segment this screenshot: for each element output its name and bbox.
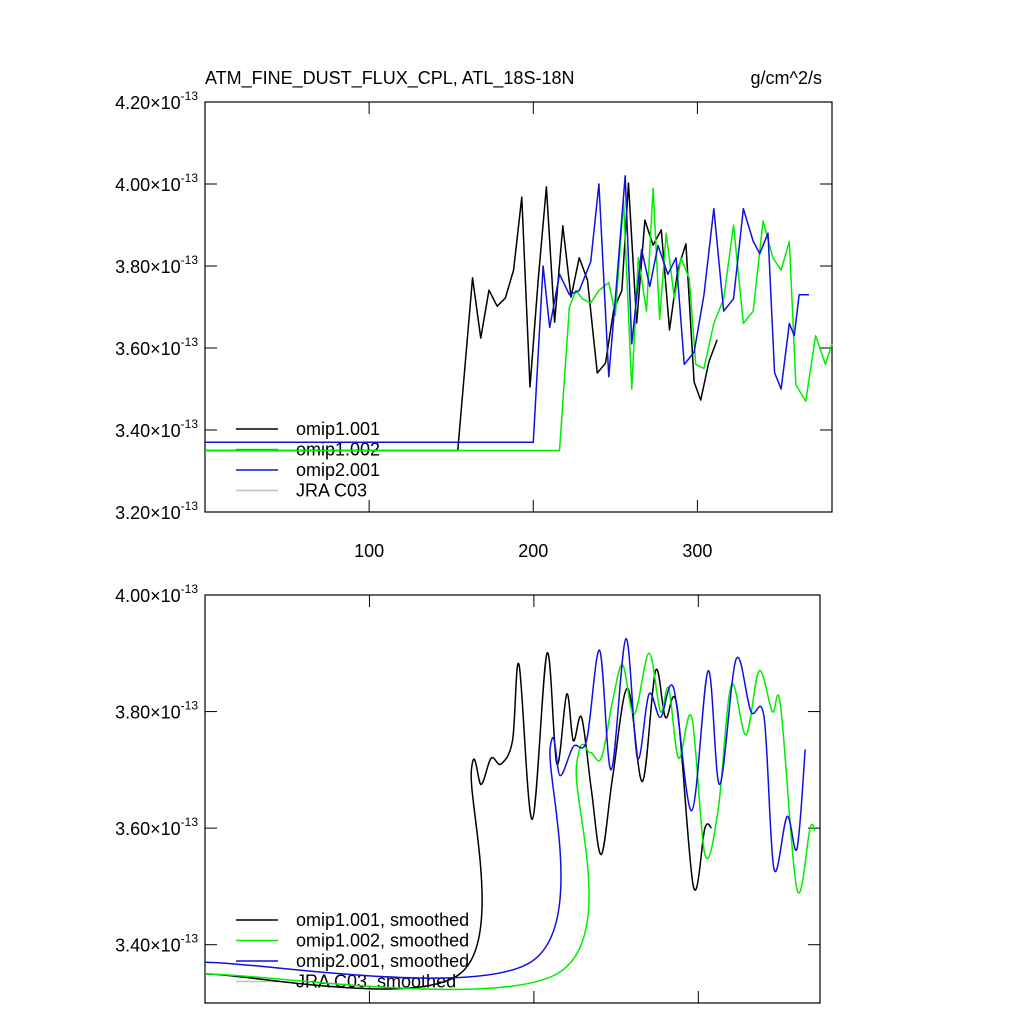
unit-label: g/cm^2/s <box>751 68 822 88</box>
data-line <box>205 182 718 452</box>
y-tick-label: 3.20×10-13 <box>115 499 198 523</box>
legend-label: omip1.001, smoothed <box>296 910 469 930</box>
plot-frame <box>204 101 833 513</box>
y-tick-label: 3.60×10-13 <box>115 815 198 839</box>
x-tick-label: 300 <box>682 541 712 561</box>
legend-label: omip1.002 <box>296 440 380 460</box>
y-tick-label: 3.40×10-13 <box>115 932 198 956</box>
data-line <box>204 652 816 991</box>
legend-label: JRA C03 <box>296 481 367 501</box>
legend-label: omip1.001 <box>296 419 380 439</box>
y-tick-label: 4.20×10-13 <box>115 89 198 113</box>
x-tick-label: 100 <box>354 541 384 561</box>
y-tick-label: 3.40×10-13 <box>115 417 198 441</box>
y-tick-label: 3.80×10-13 <box>115 699 198 723</box>
data-line <box>205 187 833 452</box>
y-tick-label: 4.00×10-13 <box>115 171 198 195</box>
y-tick-label: 4.00×10-13 <box>115 582 198 606</box>
data-line <box>204 652 713 990</box>
data-line <box>204 637 806 979</box>
plot-frame <box>204 594 821 1004</box>
legend-label: omip2.001 <box>296 460 380 480</box>
y-tick-label: 3.60×10-13 <box>115 335 198 359</box>
x-tick-label: 200 <box>518 541 548 561</box>
legend-label: omip1.002, smoothed <box>296 931 469 951</box>
y-tick-label: 3.80×10-13 <box>115 253 198 277</box>
data-line <box>205 175 810 444</box>
chart-title: ATM_FINE_DUST_FLUX_CPL, ATL_18S-18N <box>205 68 574 89</box>
legend-label: omip2.001, smoothed <box>296 951 469 971</box>
